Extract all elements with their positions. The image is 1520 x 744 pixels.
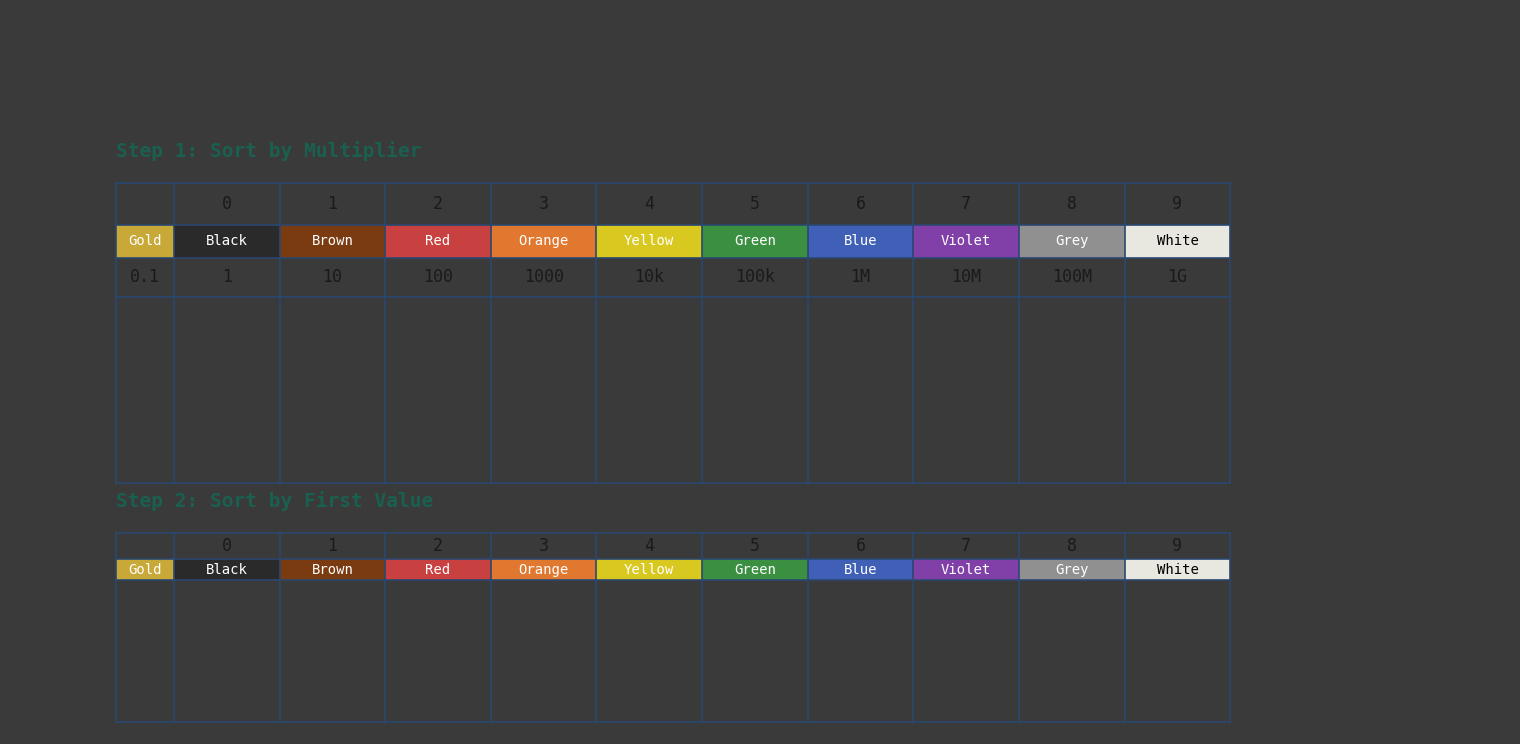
Text: Grey: Grey bbox=[1055, 234, 1088, 248]
Bar bbox=[173, 559, 280, 580]
Text: Green: Green bbox=[734, 562, 775, 577]
Bar bbox=[807, 559, 914, 580]
Text: 2: 2 bbox=[433, 195, 442, 213]
Text: 7: 7 bbox=[961, 537, 971, 555]
Text: 0: 0 bbox=[222, 537, 231, 555]
Bar bbox=[491, 559, 596, 580]
Text: 0.1: 0.1 bbox=[129, 269, 160, 286]
Bar bbox=[280, 559, 385, 580]
Bar bbox=[280, 225, 385, 257]
Bar bbox=[116, 225, 173, 257]
Text: Yellow: Yellow bbox=[625, 562, 675, 577]
Text: Brown: Brown bbox=[312, 234, 353, 248]
Text: 7: 7 bbox=[961, 195, 971, 213]
Text: Green: Green bbox=[734, 234, 775, 248]
Text: 9: 9 bbox=[1172, 537, 1183, 555]
Bar bbox=[702, 559, 807, 580]
Bar bbox=[116, 559, 173, 580]
Text: Blue: Blue bbox=[844, 562, 877, 577]
Text: Orange: Orange bbox=[518, 562, 568, 577]
Text: 100: 100 bbox=[423, 269, 453, 286]
Text: Black: Black bbox=[205, 562, 248, 577]
Bar bbox=[1125, 559, 1230, 580]
Text: Gold: Gold bbox=[128, 234, 161, 248]
Bar bbox=[1125, 225, 1230, 257]
Text: 10M: 10M bbox=[952, 269, 982, 286]
Text: Red: Red bbox=[426, 562, 450, 577]
Text: Step 1: Sort by Multiplier: Step 1: Sort by Multiplier bbox=[116, 141, 421, 161]
Text: White: White bbox=[1157, 234, 1198, 248]
Text: 4: 4 bbox=[644, 537, 654, 555]
Text: Brown: Brown bbox=[312, 562, 353, 577]
Text: Gold: Gold bbox=[128, 562, 161, 577]
Text: Violet: Violet bbox=[941, 234, 991, 248]
Text: Black: Black bbox=[205, 234, 248, 248]
Text: 1M: 1M bbox=[851, 269, 871, 286]
Bar bbox=[914, 225, 1018, 257]
Text: 100M: 100M bbox=[1052, 269, 1091, 286]
Text: Grey: Grey bbox=[1055, 562, 1088, 577]
Text: 6: 6 bbox=[856, 195, 865, 213]
Text: 8: 8 bbox=[1067, 195, 1076, 213]
Text: 5: 5 bbox=[749, 537, 760, 555]
Text: Red: Red bbox=[426, 234, 450, 248]
Text: 100k: 100k bbox=[736, 269, 775, 286]
Text: 4: 4 bbox=[644, 195, 654, 213]
Bar bbox=[385, 225, 491, 257]
Text: 3: 3 bbox=[538, 195, 549, 213]
Text: White: White bbox=[1157, 562, 1198, 577]
Text: 8: 8 bbox=[1067, 537, 1076, 555]
Text: Violet: Violet bbox=[941, 562, 991, 577]
Text: 1: 1 bbox=[222, 269, 231, 286]
Bar bbox=[702, 225, 807, 257]
Text: 1: 1 bbox=[327, 537, 337, 555]
Text: 6: 6 bbox=[856, 537, 865, 555]
Text: 1000: 1000 bbox=[524, 269, 564, 286]
Text: 9: 9 bbox=[1172, 195, 1183, 213]
Text: 1G: 1G bbox=[1167, 269, 1187, 286]
Bar bbox=[914, 559, 1018, 580]
Bar bbox=[1018, 225, 1125, 257]
Bar bbox=[807, 225, 914, 257]
Bar bbox=[1018, 559, 1125, 580]
Text: 2: 2 bbox=[433, 537, 442, 555]
Text: 0: 0 bbox=[222, 195, 231, 213]
Bar bbox=[596, 225, 702, 257]
Text: Yellow: Yellow bbox=[625, 234, 675, 248]
Bar bbox=[173, 225, 280, 257]
Bar bbox=[385, 559, 491, 580]
Text: Step 2: Sort by First Value: Step 2: Sort by First Value bbox=[116, 491, 433, 511]
Text: 5: 5 bbox=[749, 195, 760, 213]
Text: 10k: 10k bbox=[634, 269, 664, 286]
Text: 10: 10 bbox=[322, 269, 342, 286]
Text: 1: 1 bbox=[327, 195, 337, 213]
Bar bbox=[596, 559, 702, 580]
Text: Orange: Orange bbox=[518, 234, 568, 248]
Bar bbox=[491, 225, 596, 257]
Text: 3: 3 bbox=[538, 537, 549, 555]
Text: Blue: Blue bbox=[844, 234, 877, 248]
